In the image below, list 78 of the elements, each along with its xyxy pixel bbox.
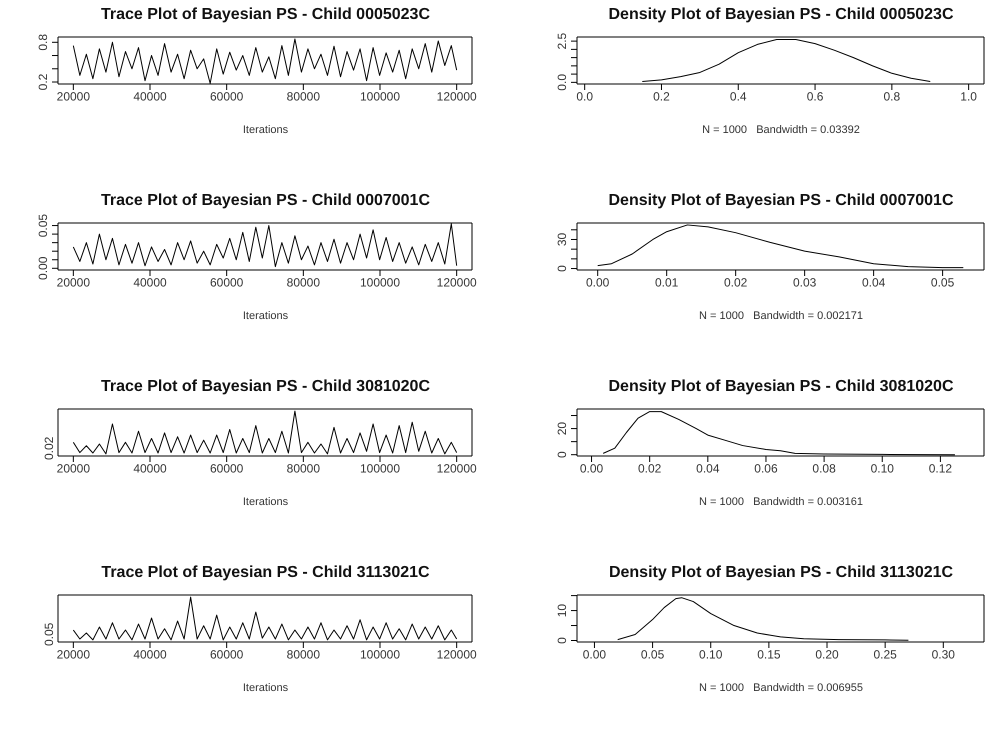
y-tick-label: 20 bbox=[555, 422, 569, 436]
x-tick-label: 0.30 bbox=[932, 648, 956, 662]
x-tick-label: 120000 bbox=[436, 462, 478, 476]
x-axis-title: N = 1000 Bandwidth = 0.002171 bbox=[698, 310, 864, 322]
chart-title: Trace Plot of Bayesian PS - Child 0007001C bbox=[100, 192, 432, 210]
chart-title: Density Plot of Bayesian PS - Child 0007001C bbox=[607, 192, 954, 210]
x-tick-label: 0.01 bbox=[655, 276, 679, 290]
x-tick-label: 0.00 bbox=[586, 276, 610, 290]
y-tick-label: 0 bbox=[555, 264, 569, 272]
y-tick-label: 0.2 bbox=[36, 73, 50, 90]
x-tick-label: 20000 bbox=[56, 462, 90, 476]
x-tick-label: 0.4 bbox=[730, 90, 747, 104]
chart-title: Trace Plot of Bayesian PS - Child 0005023C bbox=[100, 6, 432, 24]
text: 0.02 bbox=[42, 436, 56, 460]
x-tick-label: 0.20 bbox=[815, 648, 840, 662]
x-tick-label: 20000 bbox=[56, 276, 90, 290]
x-axis-title: Iterations bbox=[242, 310, 290, 322]
x-tick-label: 0.05 bbox=[930, 276, 955, 290]
x-tick-label: 0.02 bbox=[638, 462, 662, 476]
x-tick-label: 0.10 bbox=[870, 462, 894, 476]
x-tick-label: 0.04 bbox=[862, 276, 886, 290]
x-axis-title: N = 1000 Bandwidth = 0.03392 bbox=[701, 124, 861, 136]
y-tick-label: 0.05 bbox=[36, 214, 50, 238]
x-tick-label: 0.00 bbox=[582, 648, 606, 662]
x-tick-label: 100000 bbox=[360, 462, 400, 476]
x-axis-title: N = 1000 Bandwidth = 0.006955 bbox=[698, 682, 864, 694]
x-tick-label: 0.02 bbox=[724, 276, 748, 290]
y-tick-label: 0.0 bbox=[555, 74, 569, 91]
chart-title: Trace Plot of Bayesian PS - Child 3081020C bbox=[100, 378, 432, 396]
x-tick-label: 80000 bbox=[286, 462, 320, 476]
x-tick-label: 120000 bbox=[436, 90, 478, 104]
x-tick-label: 0.00 bbox=[580, 462, 604, 476]
x-axis-title: N = 1000 Bandwidth = 0.003161 bbox=[698, 496, 864, 508]
x-tick-label: 100000 bbox=[360, 276, 400, 290]
x-tick-label: 0.08 bbox=[812, 462, 836, 476]
x-tick-label: 40000 bbox=[133, 276, 168, 290]
x-tick-label: 60000 bbox=[210, 648, 244, 662]
x-axis-title: Iterations bbox=[242, 496, 290, 508]
x-axis-title: Iterations bbox=[242, 124, 290, 136]
x-tick-label: 0.25 bbox=[873, 648, 898, 662]
x-tick-label: 0.2 bbox=[653, 90, 670, 104]
y-tick-label: 2.5 bbox=[555, 32, 569, 50]
x-tick-label: 1.0 bbox=[960, 90, 978, 104]
x-tick-label: 100000 bbox=[360, 648, 400, 662]
x-tick-label: 40000 bbox=[133, 462, 168, 476]
x-tick-label: 80000 bbox=[286, 90, 320, 104]
x-tick-label: 20000 bbox=[56, 90, 90, 104]
x-tick-label: 40000 bbox=[133, 90, 168, 104]
x-tick-label: 0.10 bbox=[699, 648, 723, 662]
x-tick-label: 20000 bbox=[56, 648, 90, 662]
x-tick-label: 80000 bbox=[286, 276, 320, 290]
x-tick-label: 60000 bbox=[210, 276, 244, 290]
x-tick-label: 0.06 bbox=[754, 462, 778, 476]
y-tick-label: 0.8 bbox=[36, 34, 50, 51]
y-tick-label: 30 bbox=[555, 232, 569, 246]
x-tick-label: 60000 bbox=[210, 462, 244, 476]
x-tick-label: 0.12 bbox=[928, 462, 952, 476]
x-tick-label: 100000 bbox=[360, 90, 400, 104]
y-tick-label: 0 bbox=[555, 451, 569, 458]
chart-title: Density Plot of Bayesian PS - Child 0005023C bbox=[607, 6, 954, 24]
x-tick-label: 0.6 bbox=[806, 90, 824, 104]
y-tick-label: 10 bbox=[555, 604, 569, 618]
x-tick-label: 0.04 bbox=[696, 462, 720, 476]
chart-title: Trace Plot of Bayesian PS - Child 3113021C bbox=[100, 564, 431, 582]
x-tick-label: 120000 bbox=[436, 276, 478, 290]
x-axis-title: Iterations bbox=[242, 682, 290, 694]
x-tick-label: 60000 bbox=[210, 90, 244, 104]
x-tick-label: 0.03 bbox=[792, 276, 817, 290]
x-tick-label: 80000 bbox=[286, 648, 320, 662]
x-tick-label: 120000 bbox=[436, 648, 478, 662]
x-tick-label: 0.8 bbox=[884, 90, 901, 104]
x-tick-label: 0.0 bbox=[576, 90, 594, 104]
x-tick-label: 0.15 bbox=[757, 648, 781, 662]
chart-title: Density Plot of Bayesian PS - Child 3081020C bbox=[607, 378, 954, 396]
x-tick-label: 0.05 bbox=[640, 648, 665, 662]
y-tick-label: 0 bbox=[555, 636, 569, 644]
x-tick-label: 40000 bbox=[133, 648, 168, 662]
chart-title: Density Plot of Bayesian PS - Child 3113021C bbox=[608, 564, 954, 582]
